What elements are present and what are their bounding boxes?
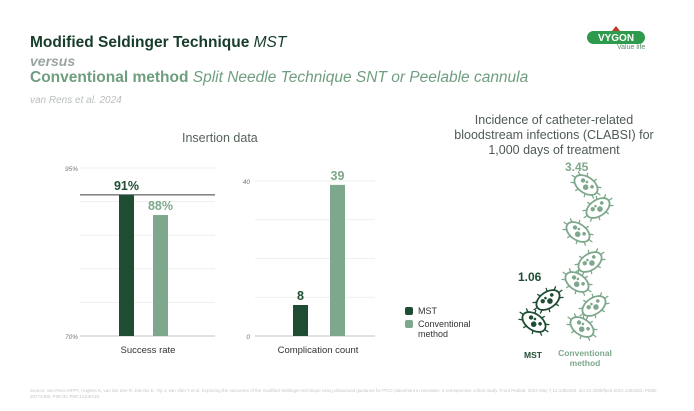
chart-legend: MST Conventional method: [405, 306, 488, 342]
chart-title: Insertion data: [182, 131, 258, 145]
bacteria-icon: [570, 171, 602, 199]
incidence-label-mst: MST: [524, 350, 542, 360]
legend-item-conventional: Conventional method: [405, 319, 488, 339]
bar-mst: [119, 194, 134, 336]
source-footnote: Source: van Rens MFPT, Hughes K, van der…: [30, 388, 658, 399]
logo-drop-icon: [612, 26, 620, 31]
incidence-value-mst: 1.06: [518, 270, 542, 284]
bacteria-icon: [518, 308, 550, 336]
bacteria-icon: [582, 194, 614, 222]
title-main-italic: MST: [253, 34, 287, 51]
data-label: 88%: [148, 199, 173, 213]
legend-item-mst: MST: [405, 306, 488, 316]
logo-tagline: Value life: [617, 44, 646, 51]
bacteria-icon: [561, 268, 593, 296]
y-tick-label: 95%: [65, 166, 78, 173]
title-compare-italic: Split Needle Technique SNT or Peelable c…: [192, 69, 529, 86]
legend-label-conventional: Conventional method: [418, 319, 471, 339]
bacteria-icon: [532, 286, 564, 314]
bar-mst: [293, 305, 308, 336]
reference: van Rens et al. 2024: [30, 95, 122, 106]
y-tick-label: 70%: [65, 334, 78, 341]
bacteria-icon: [562, 218, 594, 246]
y-tick-label: 40: [243, 179, 251, 186]
bacteria-icon: [566, 313, 598, 341]
vygon-logo: VYGON: [587, 26, 645, 44]
title-main-text: Modified Seldinger Technique: [30, 34, 250, 51]
bar-conventional: [153, 215, 168, 336]
category-label: Success rate: [121, 345, 176, 356]
data-label: 8: [297, 289, 304, 303]
incidence-value-conventional: 3.45: [565, 160, 589, 174]
legend-swatch-conventional: [405, 320, 413, 328]
legend-label-mst: MST: [418, 306, 437, 316]
versus-label: versus: [30, 53, 76, 69]
title-compare: Conventional method Split Needle Techniq…: [30, 69, 528, 87]
category-label: Complication count: [278, 345, 359, 356]
legend-swatch-mst: [405, 307, 413, 315]
incidence-label-conventional: Conventional method: [558, 348, 612, 368]
data-label: 91%: [114, 179, 139, 193]
logo-text: VYGON: [598, 33, 634, 44]
y-tick-label: 0: [246, 334, 250, 341]
title-compare-text: Conventional method: [30, 69, 189, 86]
data-label: 39: [331, 169, 345, 183]
bar-conventional: [330, 184, 345, 336]
bacteria-icon: [578, 292, 610, 320]
bacteria-icon: [574, 248, 606, 276]
title-main: Modified Seldinger Technique MST: [30, 34, 286, 52]
incidence-title: Incidence of catheter-related bloodstrea…: [454, 113, 654, 157]
